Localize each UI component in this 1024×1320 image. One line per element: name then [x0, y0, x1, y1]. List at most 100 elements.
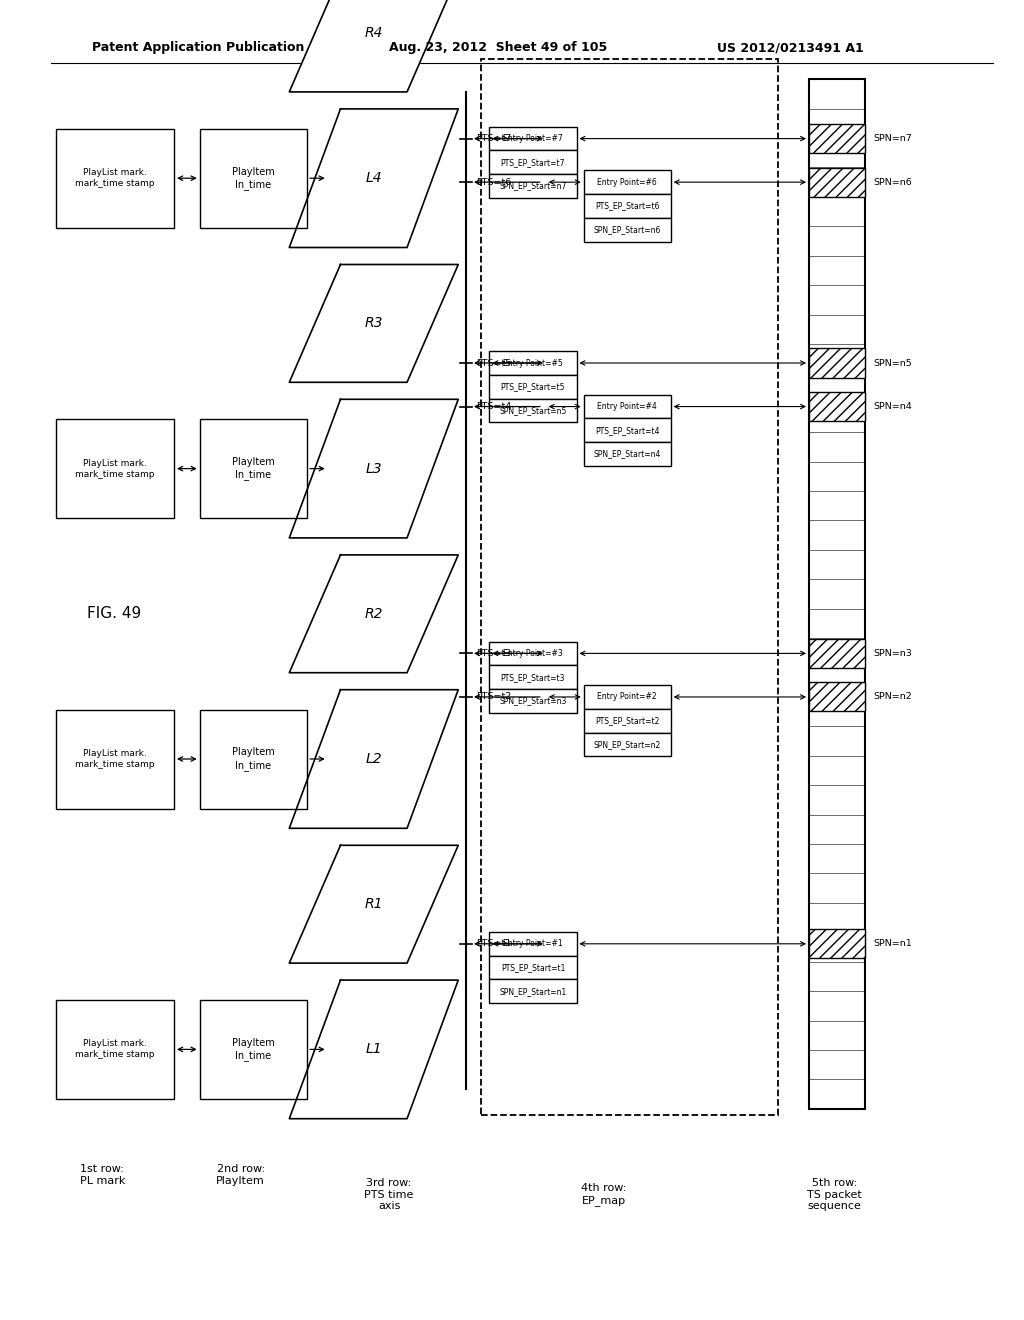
- Bar: [489, 979, 577, 1003]
- Polygon shape: [289, 0, 459, 92]
- Text: PTS=t4: PTS=t4: [476, 403, 511, 411]
- Polygon shape: [289, 979, 459, 1119]
- Text: SPN=n6: SPN=n6: [873, 178, 912, 186]
- Text: 4th row:
EP_map: 4th row: EP_map: [582, 1183, 627, 1206]
- Bar: [584, 733, 671, 756]
- Bar: [809, 348, 865, 378]
- Bar: [584, 442, 671, 466]
- Bar: [489, 642, 577, 665]
- Text: Entry Point=#7: Entry Point=#7: [503, 135, 563, 143]
- Bar: [489, 375, 577, 399]
- Text: SPN=n3: SPN=n3: [873, 649, 912, 657]
- Bar: [584, 395, 671, 418]
- Bar: [489, 956, 577, 979]
- Bar: [200, 418, 307, 517]
- Bar: [584, 685, 671, 709]
- Polygon shape: [289, 264, 459, 383]
- Text: PTS_EP_Start=t6: PTS_EP_Start=t6: [595, 202, 659, 210]
- Bar: [584, 194, 671, 218]
- Text: L2: L2: [366, 752, 382, 766]
- Text: Entry Point=#5: Entry Point=#5: [503, 359, 563, 367]
- Bar: [489, 932, 577, 956]
- Bar: [200, 710, 307, 808]
- Text: PTS=t6: PTS=t6: [476, 178, 511, 186]
- Text: Entry Point=#2: Entry Point=#2: [597, 693, 657, 701]
- Text: SPN=n5: SPN=n5: [873, 359, 912, 367]
- Text: PTS_EP_Start=t7: PTS_EP_Start=t7: [501, 158, 565, 166]
- Text: PlayItem
In_time: PlayItem In_time: [232, 747, 274, 771]
- Bar: [200, 1001, 307, 1098]
- Text: PlayItem
In_time: PlayItem In_time: [232, 1038, 274, 1061]
- Bar: [809, 392, 865, 421]
- Text: PTS_EP_Start=t2: PTS_EP_Start=t2: [595, 717, 659, 725]
- Bar: [584, 218, 671, 242]
- Bar: [200, 129, 307, 227]
- Text: 5th row:
TS packet
sequence: 5th row: TS packet sequence: [807, 1177, 862, 1212]
- Text: 2nd row:
PlayItem: 2nd row: PlayItem: [216, 1164, 265, 1185]
- Text: PlayItem
In_time: PlayItem In_time: [232, 457, 274, 480]
- Text: PTS=t2: PTS=t2: [476, 693, 511, 701]
- Text: PTS_EP_Start=t5: PTS_EP_Start=t5: [501, 383, 565, 391]
- Text: PlayItem
In_time: PlayItem In_time: [232, 166, 274, 190]
- Text: PTS=t1: PTS=t1: [476, 940, 511, 948]
- Text: SPN=n1: SPN=n1: [873, 940, 912, 948]
- Text: US 2012/0213491 A1: US 2012/0213491 A1: [717, 41, 863, 54]
- Text: R3: R3: [365, 317, 383, 330]
- Text: SPN=n4: SPN=n4: [873, 403, 912, 411]
- Bar: [809, 639, 865, 668]
- Text: Aug. 23, 2012  Sheet 49 of 105: Aug. 23, 2012 Sheet 49 of 105: [389, 41, 607, 54]
- Text: SPN_EP_Start=n2: SPN_EP_Start=n2: [594, 741, 660, 748]
- Bar: [584, 709, 671, 733]
- Text: SPN=n7: SPN=n7: [873, 135, 912, 143]
- Text: FIG. 49: FIG. 49: [87, 606, 141, 622]
- Text: L1: L1: [366, 1043, 382, 1056]
- Text: PlayList mark.
mark_time stamp: PlayList mark. mark_time stamp: [76, 168, 155, 189]
- Text: PTS=t3: PTS=t3: [476, 649, 512, 657]
- Text: SPN_EP_Start=n5: SPN_EP_Start=n5: [500, 407, 566, 414]
- Text: SPN_EP_Start=n3: SPN_EP_Start=n3: [500, 697, 566, 705]
- Bar: [56, 418, 174, 517]
- Bar: [56, 710, 174, 808]
- Text: PlayList mark.
mark_time stamp: PlayList mark. mark_time stamp: [76, 458, 155, 479]
- Bar: [489, 351, 577, 375]
- Bar: [481, 59, 778, 1115]
- Text: PlayList mark.
mark_time stamp: PlayList mark. mark_time stamp: [76, 748, 155, 770]
- Bar: [809, 929, 865, 958]
- Text: SPN=n2: SPN=n2: [873, 693, 912, 701]
- Text: PTS_EP_Start=t4: PTS_EP_Start=t4: [595, 426, 659, 434]
- Polygon shape: [289, 845, 459, 964]
- Bar: [489, 665, 577, 689]
- Bar: [56, 1001, 174, 1098]
- Text: SPN_EP_Start=n4: SPN_EP_Start=n4: [594, 450, 660, 458]
- Text: Entry Point=#3: Entry Point=#3: [503, 649, 563, 657]
- Text: Entry Point=#6: Entry Point=#6: [597, 178, 657, 186]
- Text: L3: L3: [366, 462, 382, 475]
- Bar: [489, 689, 577, 713]
- Text: PTS_EP_Start=t1: PTS_EP_Start=t1: [501, 964, 565, 972]
- Polygon shape: [289, 689, 459, 829]
- Bar: [584, 418, 671, 442]
- Text: R1: R1: [365, 898, 383, 911]
- Bar: [809, 682, 865, 711]
- Text: PlayList mark.
mark_time stamp: PlayList mark. mark_time stamp: [76, 1039, 155, 1060]
- Text: SPN_EP_Start=n1: SPN_EP_Start=n1: [500, 987, 566, 995]
- Text: 1st row:
PL mark: 1st row: PL mark: [80, 1164, 125, 1185]
- Polygon shape: [289, 554, 459, 673]
- Bar: [489, 399, 577, 422]
- Bar: [584, 170, 671, 194]
- Bar: [489, 174, 577, 198]
- Bar: [809, 79, 865, 1109]
- Text: SPN_EP_Start=n7: SPN_EP_Start=n7: [500, 182, 566, 190]
- Bar: [809, 124, 865, 153]
- Text: Patent Application Publication: Patent Application Publication: [92, 41, 304, 54]
- Bar: [489, 127, 577, 150]
- Text: PTS_EP_Start=t3: PTS_EP_Start=t3: [501, 673, 565, 681]
- Polygon shape: [289, 110, 459, 248]
- Polygon shape: [289, 399, 459, 539]
- Text: SPN_EP_Start=n6: SPN_EP_Start=n6: [594, 226, 660, 234]
- Bar: [489, 150, 577, 174]
- Bar: [56, 129, 174, 227]
- Text: L4: L4: [366, 172, 382, 185]
- Text: 3rd row:
PTS time
axis: 3rd row: PTS time axis: [365, 1177, 414, 1212]
- Text: R2: R2: [365, 607, 383, 620]
